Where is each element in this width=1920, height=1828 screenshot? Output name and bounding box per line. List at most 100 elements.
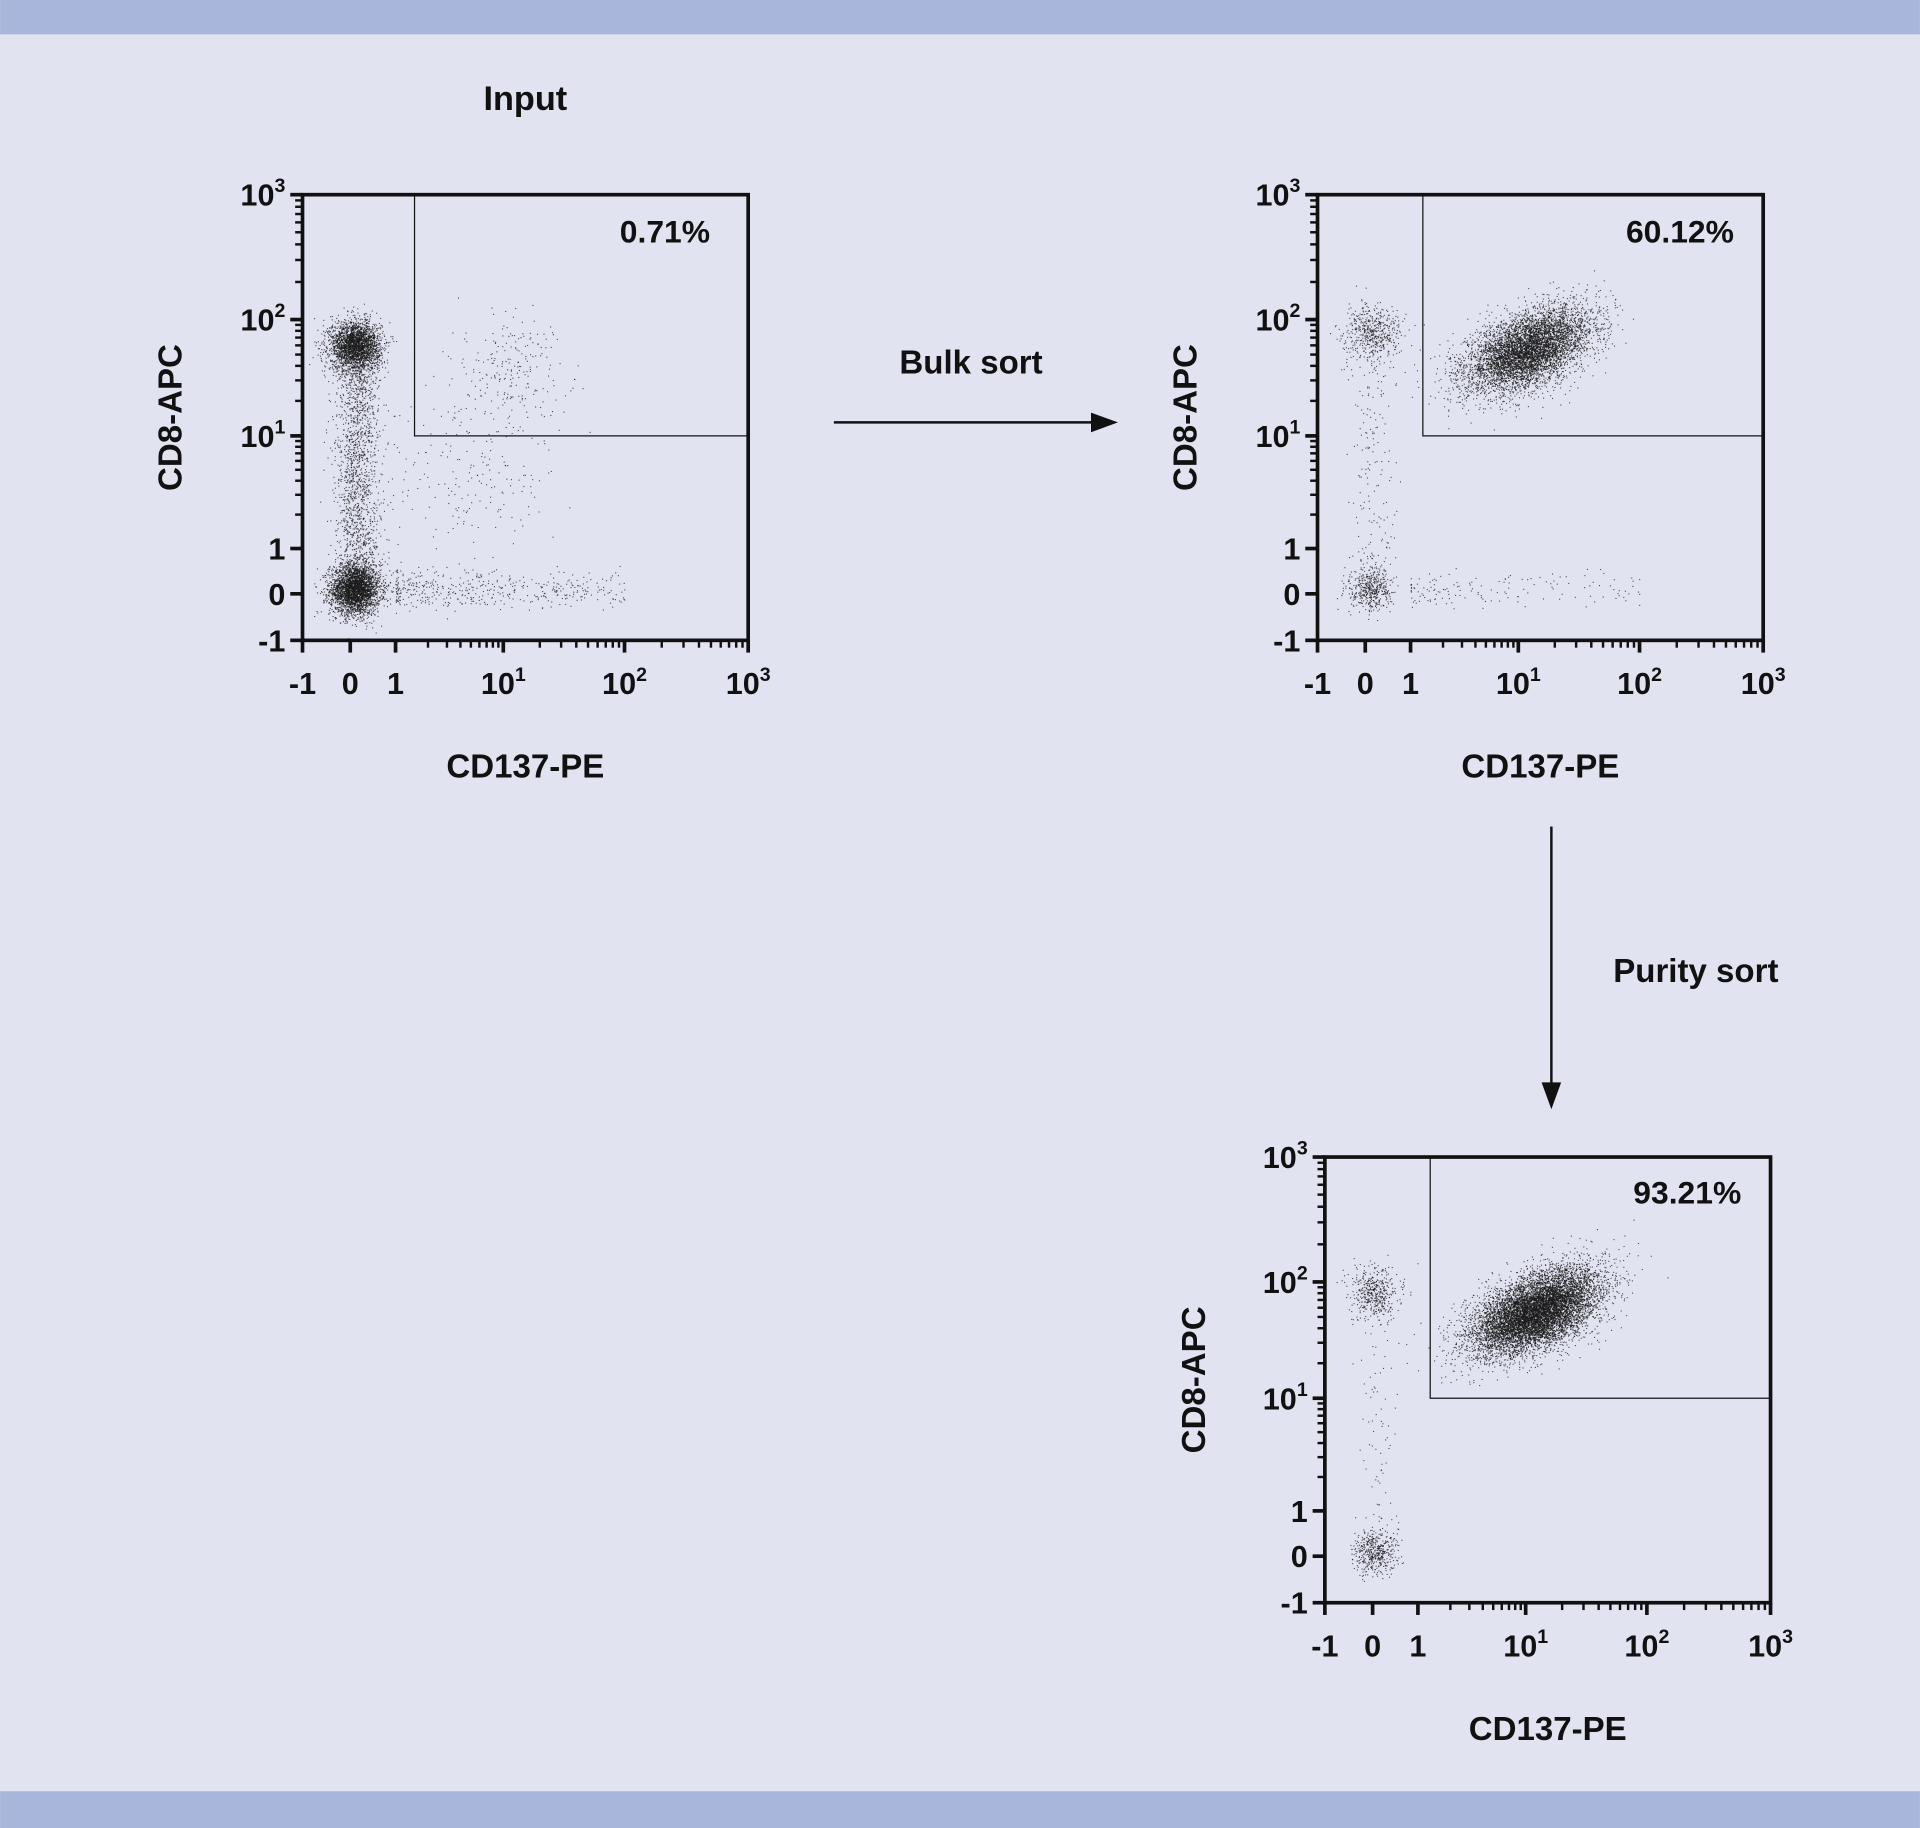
data-point xyxy=(342,566,344,568)
data-point xyxy=(365,566,368,568)
data-point xyxy=(365,588,367,590)
data-point xyxy=(363,338,365,340)
data-point xyxy=(336,587,338,589)
data-point xyxy=(329,591,331,593)
data-point xyxy=(341,344,343,346)
data-point xyxy=(343,615,345,617)
data-point xyxy=(367,342,369,344)
data-point xyxy=(359,611,362,613)
data-point xyxy=(347,599,349,601)
data-point xyxy=(363,568,365,570)
data-point xyxy=(364,595,366,597)
data-point xyxy=(392,338,394,340)
data-point xyxy=(347,311,349,313)
data-point xyxy=(357,572,359,574)
data-point xyxy=(332,340,334,342)
data-point xyxy=(327,574,329,576)
data-point xyxy=(368,589,370,591)
data-point xyxy=(351,329,354,331)
data-point xyxy=(368,579,370,581)
data-point xyxy=(360,340,362,342)
data-point xyxy=(341,610,344,613)
data-point xyxy=(352,600,354,602)
data-point xyxy=(347,599,349,601)
data-point xyxy=(360,348,362,350)
data-point xyxy=(325,598,327,600)
data-point xyxy=(354,576,357,578)
data-point xyxy=(341,603,344,605)
data-point xyxy=(362,341,364,343)
data-point xyxy=(385,585,387,587)
data-point xyxy=(331,326,333,328)
data-point xyxy=(346,591,348,593)
data-point xyxy=(373,592,375,594)
data-point xyxy=(328,592,330,594)
data-point xyxy=(344,612,346,614)
data-point xyxy=(341,327,343,329)
data-point xyxy=(337,349,339,352)
data-point xyxy=(379,564,381,566)
data-point xyxy=(356,583,358,585)
data-point xyxy=(339,597,341,599)
data-point xyxy=(341,563,343,565)
data-point xyxy=(325,357,327,359)
data-point xyxy=(370,577,372,579)
data-point xyxy=(369,575,371,577)
data-point xyxy=(363,558,365,560)
data-point xyxy=(379,569,381,571)
data-point xyxy=(352,361,355,363)
data-point xyxy=(365,360,367,362)
data-point xyxy=(351,566,353,568)
data-point xyxy=(362,575,364,577)
data-point xyxy=(370,589,372,592)
data-point xyxy=(358,344,360,347)
data-point xyxy=(375,585,377,587)
data-point xyxy=(354,328,356,330)
data-point xyxy=(370,346,372,348)
data-point xyxy=(357,597,360,599)
data-point xyxy=(346,604,348,606)
data-point xyxy=(361,598,363,600)
data-point xyxy=(339,570,341,573)
data-point xyxy=(365,348,367,350)
data-point xyxy=(364,354,366,356)
data-point xyxy=(370,605,372,607)
data-point xyxy=(342,591,344,593)
data-point xyxy=(344,584,347,586)
data-point xyxy=(364,376,366,378)
data-point xyxy=(330,581,332,584)
data-point xyxy=(364,331,366,334)
data-point xyxy=(358,371,360,373)
data-point xyxy=(371,604,373,606)
data-point xyxy=(322,574,324,577)
data-point xyxy=(367,348,369,350)
data-point xyxy=(372,559,374,561)
data-point xyxy=(337,575,339,577)
data-point xyxy=(357,337,359,339)
data-point xyxy=(351,604,353,606)
data-point xyxy=(360,330,362,333)
data-point xyxy=(372,586,374,588)
data-point xyxy=(361,564,363,566)
data-point xyxy=(374,606,376,608)
data-point xyxy=(324,365,326,367)
data-point xyxy=(364,573,366,575)
data-point xyxy=(361,586,363,588)
data-point xyxy=(348,567,350,569)
data-point xyxy=(367,591,369,593)
data-point xyxy=(344,580,346,582)
data-point xyxy=(356,582,358,584)
data-point xyxy=(352,582,355,585)
data-point xyxy=(354,578,357,580)
data-point xyxy=(368,340,370,342)
data-point xyxy=(360,365,362,367)
data-point xyxy=(372,332,375,334)
data-point xyxy=(336,352,339,354)
data-point xyxy=(354,314,356,316)
data-point xyxy=(357,566,359,568)
data-point xyxy=(334,617,336,619)
data-point xyxy=(353,589,355,591)
data-point xyxy=(373,337,375,339)
data-point xyxy=(364,622,366,625)
data-point xyxy=(326,581,328,583)
